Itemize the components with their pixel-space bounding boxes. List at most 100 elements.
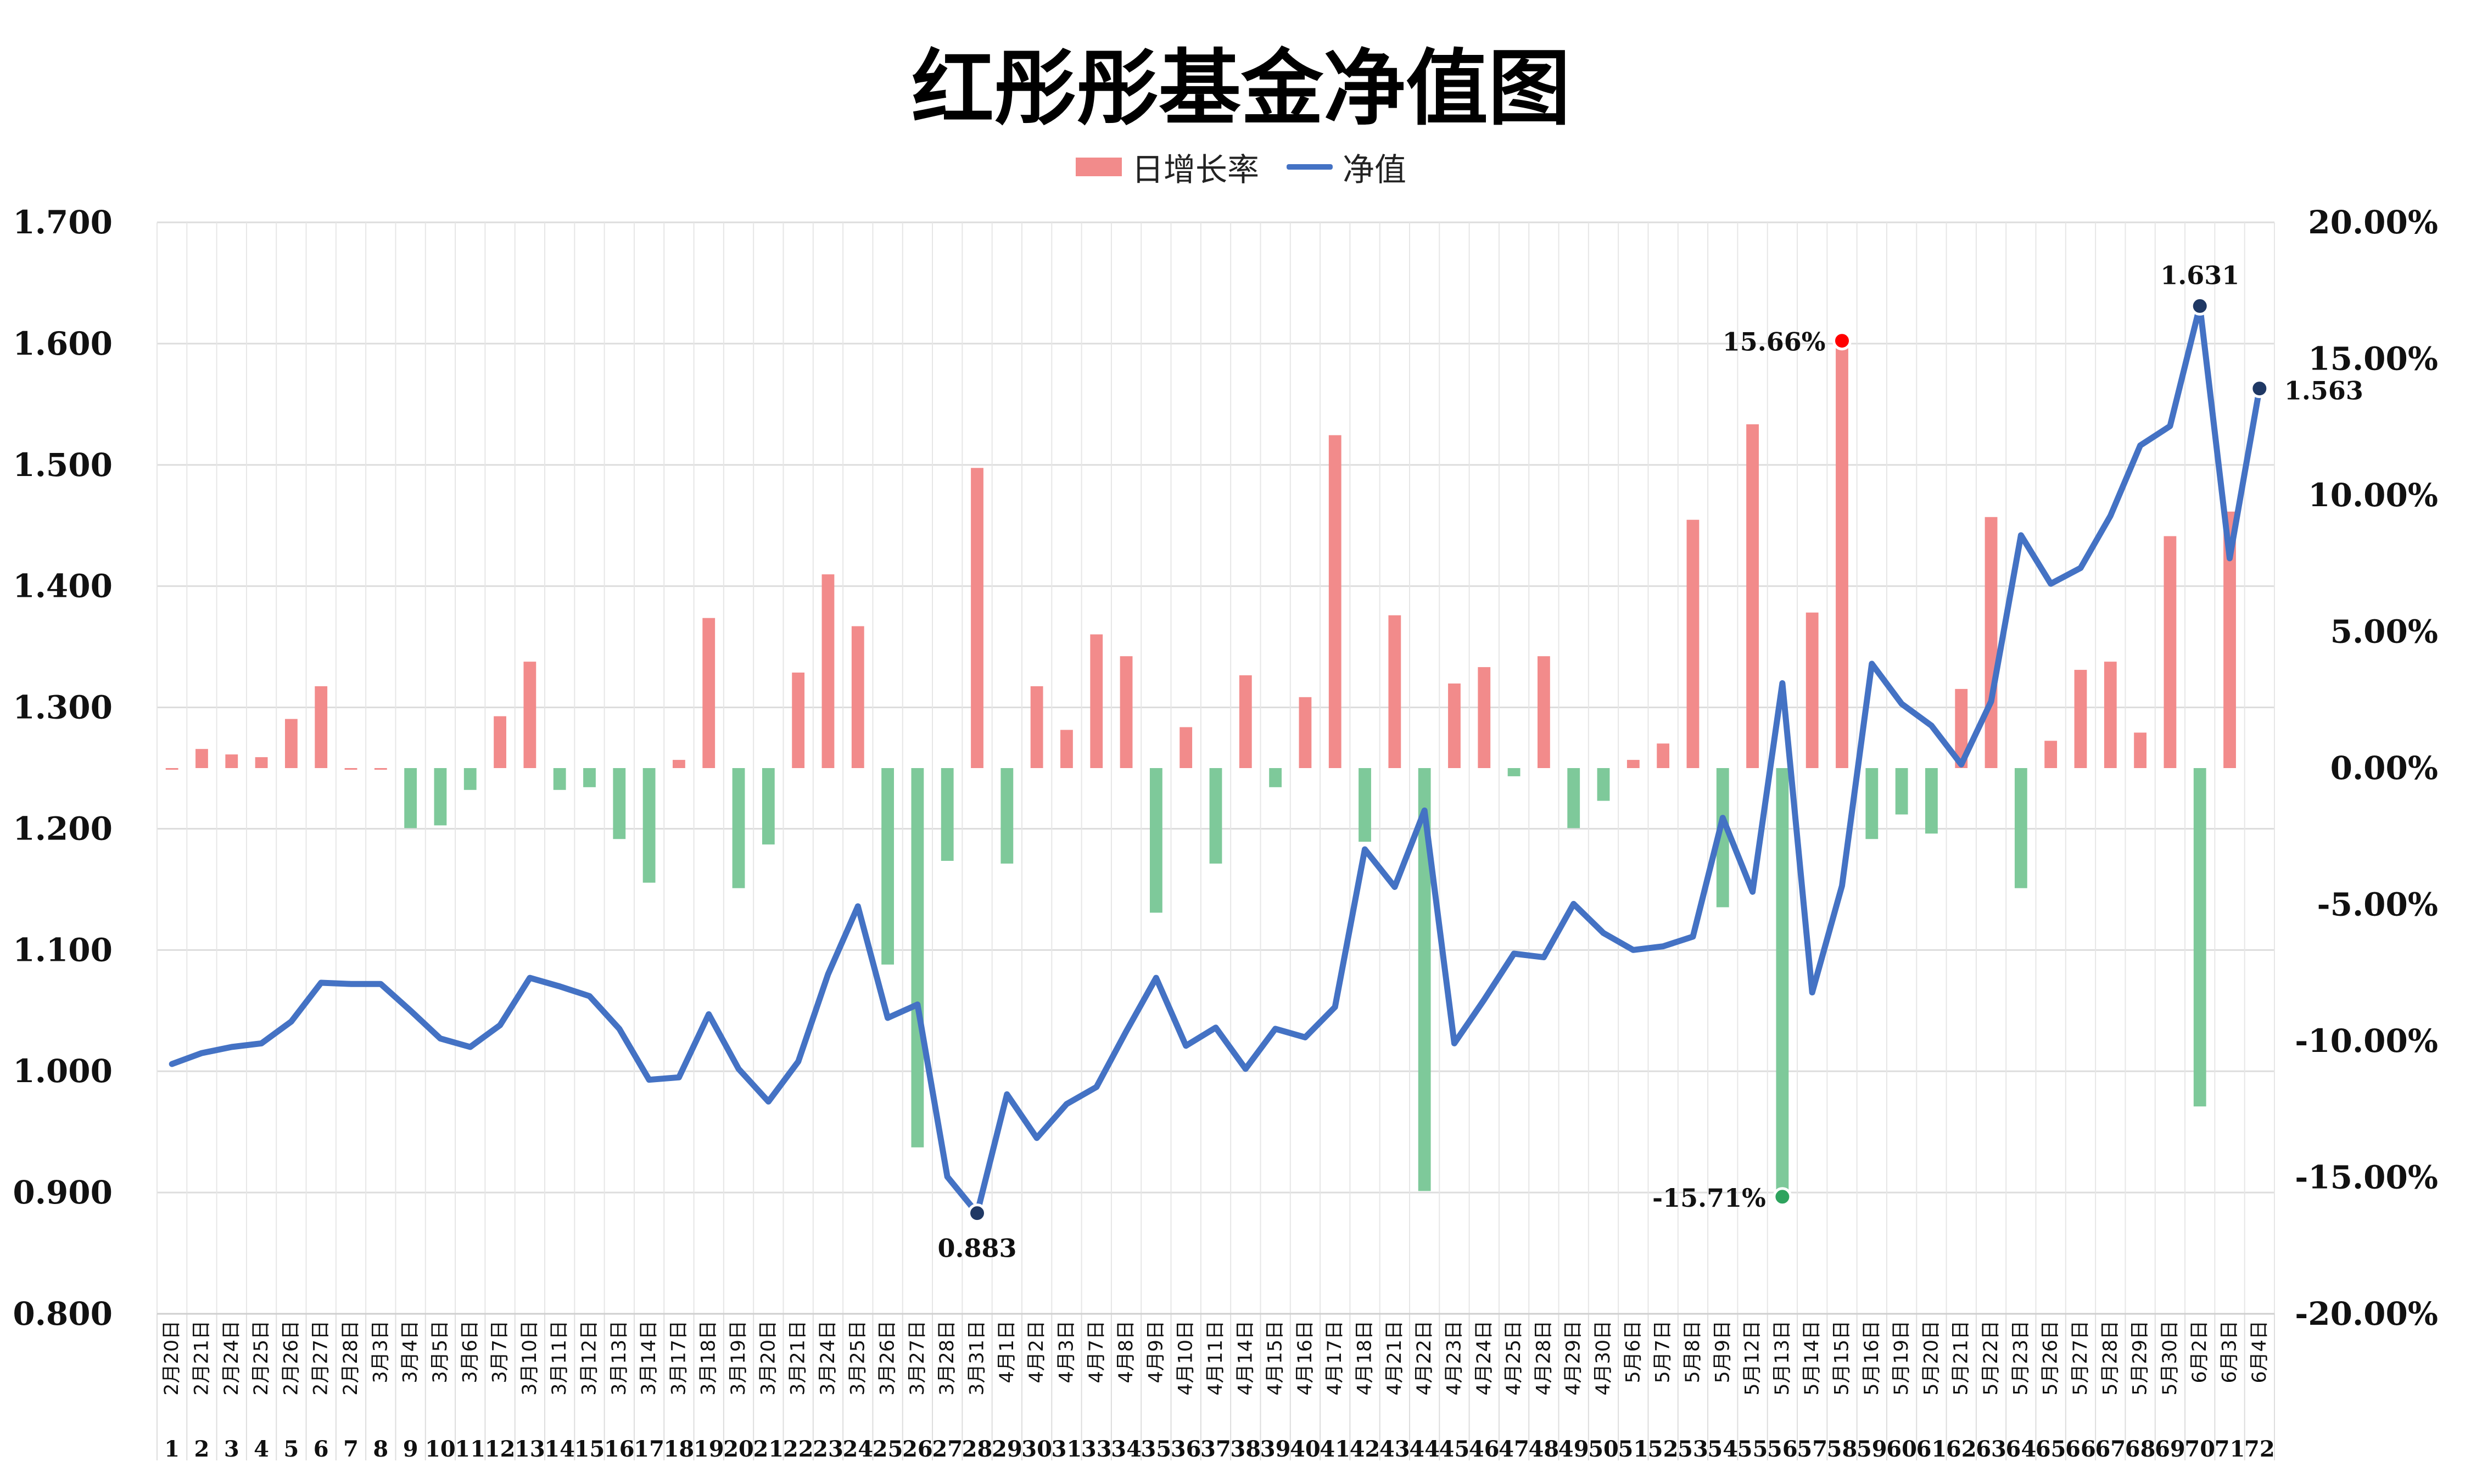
x-date-label: 2月26日: [280, 1320, 302, 1396]
x-index-label: 38: [1230, 1436, 1261, 1462]
growth-rate-bar: [2134, 732, 2147, 768]
x-date-label: 4月23日: [1443, 1320, 1465, 1396]
x-index-label: 1: [164, 1436, 180, 1462]
x-date-label: 4月1日: [996, 1320, 1018, 1384]
x-date-label: 5月13日: [1771, 1320, 1793, 1396]
growth-rate-bar: [1478, 667, 1491, 768]
x-index-label: 29: [992, 1436, 1022, 1462]
legend-bar-swatch: [1075, 158, 1122, 176]
x-date-label: 4月28日: [1533, 1320, 1555, 1396]
right-axis-tick-label: 15.00%: [2308, 340, 2438, 378]
x-index-label: 34: [1111, 1436, 1142, 1462]
x-date-label: 4月17日: [1324, 1320, 1346, 1396]
growth-rate-bar: [583, 768, 596, 787]
growth-rate-bar: [2104, 662, 2117, 768]
x-index-label: 45: [1439, 1436, 1470, 1462]
right-axis-tick-label: 5.00%: [2330, 613, 2438, 651]
growth-rate-bar: [494, 716, 506, 768]
growth-rate-bar: [2044, 741, 2058, 768]
growth-rate-bar: [642, 768, 656, 883]
x-index-label: 19: [694, 1436, 724, 1462]
x-date-label: 4月3日: [1055, 1320, 1077, 1384]
x-date-label: 3月11日: [549, 1320, 571, 1396]
x-date-label: 4月7日: [1086, 1320, 1108, 1384]
x-index-label: 25: [873, 1436, 903, 1462]
x-date-label: 4月2日: [1026, 1320, 1048, 1384]
growth-rate-bar: [2074, 670, 2087, 768]
x-date-label: 3月31日: [966, 1320, 988, 1396]
x-date-label: 4月25日: [1503, 1320, 1525, 1396]
x-date-label: 5月30日: [2159, 1320, 2181, 1396]
growth-rate-bar: [1597, 768, 1610, 801]
growth-rate-bar: [1567, 768, 1580, 828]
growth-rate-bar: [1538, 656, 1550, 768]
min-nav-label: 0.883: [937, 1234, 1016, 1263]
x-index-label: 31: [1052, 1436, 1082, 1462]
x-index-label: 27: [932, 1436, 963, 1462]
x-index-label: 59: [1857, 1436, 1887, 1462]
x-date-label: 5月16日: [1861, 1320, 1883, 1396]
max-nav-label: 1.631: [2160, 260, 2239, 290]
x-date-label: 4月29日: [1563, 1320, 1585, 1396]
x-date-label: 3月4日: [400, 1320, 422, 1384]
x-index-label: 63: [1976, 1436, 2006, 1462]
x-index-label: 39: [1260, 1436, 1291, 1462]
growth-rate-bar: [1507, 768, 1520, 776]
x-date-label: 4月16日: [1294, 1320, 1316, 1396]
x-index-label: 14: [544, 1436, 575, 1462]
x-index-label: 54: [1707, 1436, 1738, 1462]
x-date-label: 6月3日: [2219, 1320, 2241, 1384]
x-index-label: 10: [425, 1436, 456, 1462]
x-date-label: 4月18日: [1354, 1320, 1376, 1396]
x-date-label: 4月22日: [1413, 1320, 1435, 1396]
max-rate-marker: [1832, 331, 1852, 351]
x-index-label: 64: [2006, 1436, 2037, 1462]
x-date-label: 4月9日: [1145, 1320, 1167, 1384]
growth-rate-bar: [1865, 768, 1879, 839]
growth-rate-bar: [673, 760, 685, 768]
legend-label-growth-rate: 日增长率: [1131, 151, 1259, 188]
growth-rate-bar: [255, 757, 268, 768]
x-date-label: 4月15日: [1265, 1320, 1287, 1396]
x-index-label: 6: [314, 1436, 329, 1462]
x-index-label: 13: [515, 1436, 545, 1462]
x-index-label: 62: [1946, 1436, 1977, 1462]
x-index-label: 28: [962, 1436, 993, 1462]
growth-rate-bar: [165, 768, 178, 770]
x-date-label: 2月21日: [191, 1320, 213, 1396]
x-index-label: 8: [373, 1436, 388, 1462]
growth-rate-bar: [821, 574, 835, 768]
max-rate-label: 15.66%: [1723, 327, 1826, 357]
x-date-label: 4月11日: [1205, 1320, 1227, 1396]
x-index-label: 17: [634, 1436, 664, 1462]
x-date-label: 3月18日: [698, 1320, 720, 1396]
x-index-label: 56: [1767, 1436, 1798, 1462]
x-index-label: 7: [343, 1436, 359, 1462]
x-index-label: 15: [574, 1436, 605, 1462]
growth-rate-bar: [1686, 519, 1700, 768]
growth-rate-bar: [404, 768, 417, 828]
growth-rate-bar: [225, 754, 238, 768]
min-rate-marker: [1773, 1187, 1792, 1207]
x-date-label: 4月21日: [1384, 1320, 1406, 1396]
x-index-label: 40: [1290, 1436, 1321, 1462]
x-index-label: 41: [1320, 1436, 1350, 1462]
x-date-label: 3月21日: [787, 1320, 809, 1396]
legend-label-nav: 净值: [1343, 151, 1407, 188]
x-index-label: 46: [1469, 1436, 1500, 1462]
growth-rate-bar: [1448, 683, 1461, 768]
x-date-label: 3月13日: [608, 1320, 630, 1396]
x-index-label: 5: [283, 1436, 299, 1462]
x-index-label: 55: [1737, 1436, 1768, 1462]
x-index-label: 72: [2244, 1436, 2275, 1462]
x-date-label: 5月27日: [2070, 1320, 2092, 1396]
x-index-label: 20: [723, 1436, 754, 1462]
x-date-label: 3月14日: [638, 1320, 660, 1396]
x-date-label: 5月8日: [1682, 1320, 1704, 1384]
last-nav-marker: [2250, 379, 2269, 399]
growth-rate-bar: [1120, 656, 1133, 768]
x-date-label: 3月3日: [370, 1320, 392, 1384]
x-date-label: 3月19日: [728, 1320, 750, 1396]
x-date-label: 3月25日: [847, 1320, 869, 1396]
x-index-label: 12: [485, 1436, 516, 1462]
